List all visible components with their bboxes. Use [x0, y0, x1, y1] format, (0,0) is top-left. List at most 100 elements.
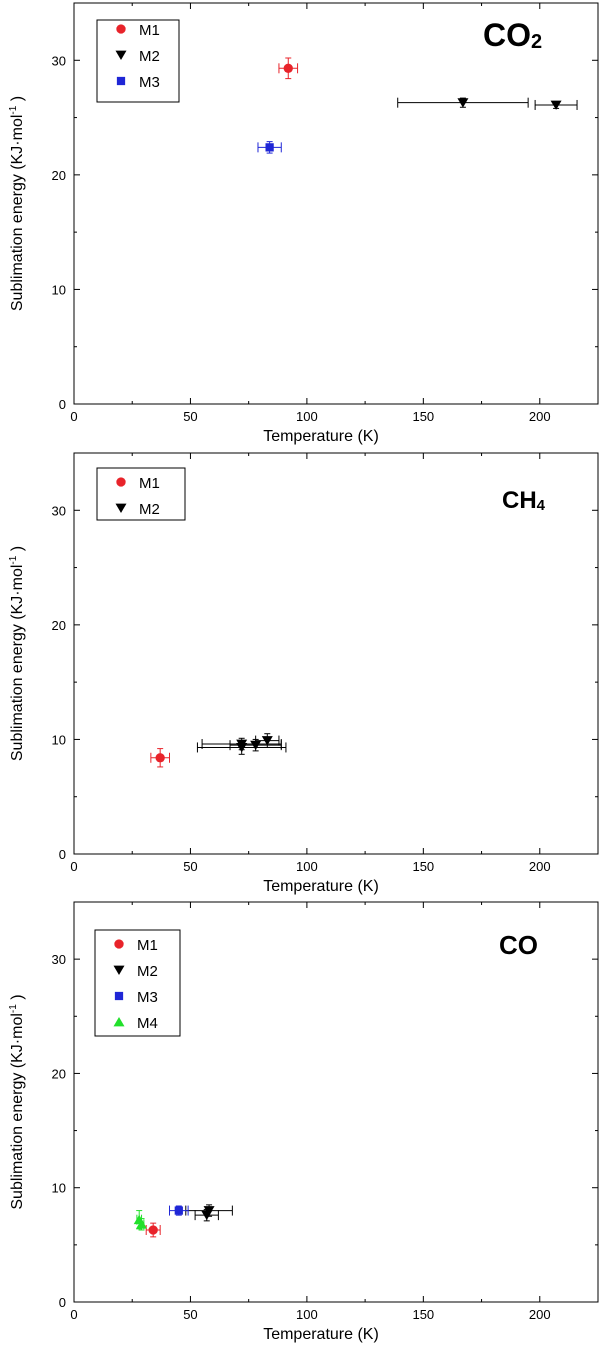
chart-panel-3: 0 50 100 150 200 0 10 20 30 Temperature (K) Sublim…: [8, 901, 599, 1343]
data-point-m1-1: [278, 57, 299, 80]
data-point-m2-1: [397, 97, 529, 108]
plot-frame: [73, 2, 599, 405]
marker-m2: [236, 739, 248, 749]
marker-m2: [261, 736, 273, 746]
y-tick-label: 10: [52, 282, 66, 297]
panel-title: CO: [499, 930, 538, 960]
legend-label-m3: M3: [137, 989, 158, 1006]
y-tick-label: 0: [59, 397, 66, 412]
legend-label-m2: M2: [137, 963, 158, 980]
legend: M1 M2 M3 M4: [94, 929, 181, 1037]
legend-label-m1: M1: [139, 22, 160, 39]
legend-marker-m2: [115, 50, 127, 60]
marker-m1: [155, 753, 165, 763]
panel-title: CH4: [502, 487, 546, 514]
y-axis-title: Sublimation energy (KJ·mol-1 ): [8, 994, 26, 1209]
marker-m3: [174, 1206, 183, 1215]
panel-title-main: CH: [502, 487, 537, 514]
chart-panel-1: 0 50 100 150 200 0 10 20 30 Temperature (K) Sublim…: [8, 2, 599, 445]
y-tick-label: 30: [52, 503, 66, 518]
y-axis-title-end: ): [9, 994, 26, 1004]
marker-m2: [550, 100, 562, 110]
marker-m1: [283, 63, 293, 73]
legend-marker-m1: [116, 24, 126, 34]
x-tick-label: 150: [412, 859, 434, 874]
y-axis-title-sup: -1: [8, 105, 19, 114]
legend-label-m3: M3: [139, 74, 160, 91]
y-tick-label: 20: [52, 618, 66, 633]
legend-label-m1: M1: [139, 475, 160, 492]
data-point-m2-4: [255, 733, 280, 748]
legend-box: [96, 19, 180, 103]
legend: M1 M2: [96, 467, 186, 521]
y-axis-title-main: Sublimation energy (KJ·mol: [9, 1013, 26, 1210]
x-tick-label: 50: [183, 409, 197, 424]
legend-marker-m4: [113, 1017, 125, 1027]
x-tick-label: 50: [183, 859, 197, 874]
panel-title-main: CO: [483, 17, 531, 53]
data-point-m4-2: [136, 1218, 148, 1231]
x-tick-label: 150: [412, 1307, 434, 1322]
data-point-m1-1: [150, 748, 170, 768]
x-axis-title: Temperature (K): [263, 878, 379, 895]
panel-title-subscript: 2: [531, 31, 542, 53]
y-axis-title: Sublimation energy (KJ·mol-1 ): [8, 96, 26, 311]
y-tick-label: 30: [52, 952, 66, 967]
panel-title-subscript: 4: [537, 497, 546, 514]
x-tick-label: 100: [296, 1307, 318, 1322]
legend-box: [96, 467, 186, 521]
legend-marker-m3: [116, 76, 126, 86]
y-tick-label: 0: [59, 1295, 66, 1310]
x-axis-title: Temperature (K): [263, 1326, 379, 1343]
y-axis-title-end: ): [9, 546, 26, 556]
x-axis-title: Temperature (K): [263, 428, 379, 445]
x-tick-label: 0: [70, 1307, 77, 1322]
y-axis-title: Sublimation energy (KJ·mol-1 ): [8, 546, 26, 761]
data-point-m3-1: [168, 1205, 189, 1216]
legend-box: [94, 929, 181, 1037]
x-tick-label: 200: [529, 1307, 551, 1322]
y-axis-title-sup: -1: [8, 555, 19, 564]
panel-title-main: CO: [499, 930, 538, 960]
legend-marker-m1: [116, 477, 126, 487]
y-tick-label: 10: [52, 1181, 66, 1196]
y-axis-title-main: Sublimation energy (KJ·mol: [9, 565, 26, 762]
data-point-m3-1: [257, 141, 282, 154]
x-tick-label: 50: [183, 1307, 197, 1322]
legend-label-m1: M1: [137, 937, 158, 954]
data-point-m1-1: [145, 1222, 161, 1238]
panel-title: CO2: [483, 17, 542, 53]
legend-marker-m1: [114, 939, 124, 949]
plot-frame: [73, 901, 599, 1303]
y-axis-title-sup: -1: [8, 1004, 19, 1013]
y-tick-label: 20: [52, 168, 66, 183]
data-point-m2-2: [534, 99, 578, 110]
y-tick-label: 10: [52, 732, 66, 747]
legend-marker-m2: [113, 965, 125, 975]
legend-label-m4: M4: [137, 1015, 158, 1032]
x-tick-label: 100: [296, 859, 318, 874]
y-tick-label: 20: [52, 1066, 66, 1081]
x-tick-label: 100: [296, 409, 318, 424]
x-tick-label: 200: [529, 409, 551, 424]
legend-label-m2: M2: [139, 501, 160, 518]
legend-label-m2: M2: [139, 48, 160, 65]
x-tick-label: 0: [70, 859, 77, 874]
chart-panel-2: 0 50 100 150 200 0 10 20 30 Temperature (K) Sublim…: [8, 452, 599, 895]
marker-m4: [136, 1219, 148, 1229]
plot-frame: [73, 452, 599, 855]
legend-marker-m3: [114, 991, 124, 1001]
x-tick-label: 150: [412, 409, 434, 424]
x-tick-label: 200: [529, 859, 551, 874]
y-tick-label: 0: [59, 847, 66, 862]
x-tick-label: 0: [70, 409, 77, 424]
y-axis-title-main: Sublimation energy (KJ·mol: [9, 115, 26, 312]
y-tick-label: 30: [52, 53, 66, 68]
marker-m2: [457, 98, 469, 108]
data-point-m2-2: [185, 1204, 233, 1217]
marker-m3: [265, 143, 274, 152]
marker-m1: [148, 1225, 158, 1235]
legend: M1 M2 M3: [96, 19, 180, 103]
y-axis-title-end: ): [9, 96, 26, 106]
